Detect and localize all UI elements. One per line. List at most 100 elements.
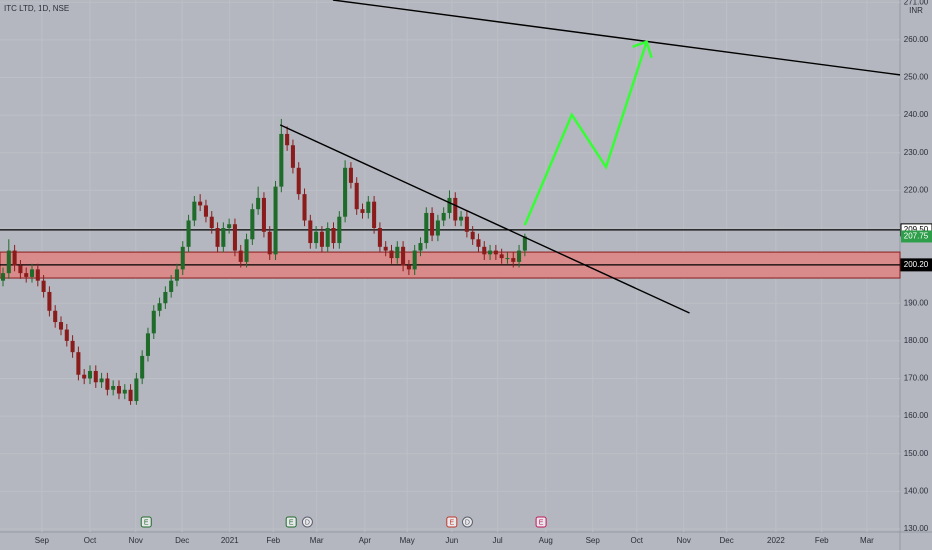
candle-body	[279, 133, 284, 187]
y-tick-label: 230.00	[904, 148, 929, 157]
candle-body	[430, 212, 435, 236]
candle-body	[134, 378, 139, 402]
trend-line	[332, 0, 901, 76]
y-tick-label: 160.00	[904, 411, 929, 420]
event-label: D	[305, 519, 310, 526]
event-label: D	[465, 519, 470, 526]
candle-body	[395, 246, 400, 259]
candle-body	[331, 228, 336, 244]
y-tick-label: 240.00	[904, 110, 929, 119]
candle-body	[464, 216, 469, 232]
candle-body	[308, 220, 313, 244]
candle-body	[424, 212, 429, 244]
candle-body	[360, 209, 365, 213]
candle-body	[389, 250, 394, 259]
candle-body	[145, 333, 150, 356]
x-tick-label: Oct	[84, 536, 97, 545]
event-marker	[461, 516, 473, 528]
candle-body	[401, 246, 406, 266]
event-label: E	[449, 519, 454, 526]
candle-body	[53, 310, 58, 323]
candle-body	[180, 246, 185, 270]
candle-body	[482, 246, 487, 255]
candle-body	[267, 231, 272, 255]
price-label: 209.50	[904, 225, 929, 234]
x-tick-label: Mar	[860, 536, 874, 545]
candle-body	[221, 228, 226, 247]
x-tick-label: Feb	[815, 536, 829, 545]
x-tick-label: Oct	[631, 536, 644, 545]
candle-body	[203, 205, 208, 217]
candle-body	[273, 186, 278, 255]
candle-body	[412, 250, 417, 270]
chart-title: ITC LTD, 1D, NSE	[4, 4, 69, 13]
x-tick-label: Dec	[175, 536, 189, 545]
x-tick-label: Nov	[677, 536, 691, 545]
x-tick-label: Mar	[310, 536, 324, 545]
x-tick-label: Nov	[129, 536, 143, 545]
candle-body	[459, 216, 464, 221]
candle-body	[99, 378, 104, 383]
candle-body	[76, 352, 81, 375]
candle-body	[157, 303, 162, 311]
candle-body	[256, 197, 261, 210]
y-tick-label: 170.00	[904, 374, 929, 383]
last-price-label: 207.75	[904, 232, 929, 241]
candle-body	[348, 167, 353, 183]
candle-body	[418, 243, 423, 251]
candle-body	[372, 201, 377, 228]
x-tick-label: Sep	[586, 536, 601, 545]
y-tick-label: 130.00	[904, 524, 929, 533]
candle-body	[511, 258, 516, 262]
candle-body	[151, 310, 156, 334]
candle-body	[6, 250, 11, 274]
candle-body	[215, 228, 220, 247]
y-tick-label: 150.00	[904, 449, 929, 458]
projection-arrow	[523, 41, 648, 226]
x-tick-label: May	[400, 536, 415, 545]
candle-body	[0, 273, 6, 281]
x-tick-label: Feb	[266, 536, 280, 545]
event-marker	[535, 516, 547, 528]
y-tick-label: 271.00	[904, 0, 929, 6]
x-tick-label: Aug	[539, 536, 553, 545]
arrow-head	[632, 40, 653, 59]
candle-body	[325, 228, 330, 247]
candle-body	[238, 250, 243, 262]
candle-body	[343, 167, 348, 217]
x-tick-label: Apr	[359, 536, 372, 545]
candle-body	[406, 265, 411, 270]
event-marker	[301, 516, 313, 528]
event-label: E	[144, 519, 149, 526]
price-label-box	[900, 258, 932, 272]
candle-body	[261, 197, 266, 232]
event-marker	[140, 516, 152, 528]
candle-body	[227, 224, 232, 228]
candle-body	[24, 273, 29, 277]
candle-body	[319, 231, 324, 247]
candle-body	[470, 231, 475, 240]
candle-body	[192, 201, 197, 221]
candle-body	[209, 216, 214, 228]
candle-body	[244, 239, 249, 262]
candle-body	[58, 322, 64, 330]
event-marker	[285, 516, 297, 528]
candle-body	[493, 250, 498, 255]
candle-body	[447, 197, 452, 213]
candle-body	[435, 220, 440, 236]
candle-body	[441, 212, 446, 221]
currency: INR	[909, 6, 923, 15]
candle-body	[290, 145, 295, 168]
x-tick-label: Jul	[492, 536, 502, 545]
candle-body	[476, 239, 481, 247]
candle-body	[296, 167, 301, 195]
candle-body	[337, 216, 342, 244]
x-tick-label: 2022	[767, 536, 785, 545]
candle-body	[285, 133, 290, 146]
candle-body	[453, 197, 458, 221]
candle-body	[82, 374, 87, 379]
candle-body	[522, 236, 527, 251]
candle-body	[169, 280, 174, 292]
event-marker	[446, 516, 458, 528]
